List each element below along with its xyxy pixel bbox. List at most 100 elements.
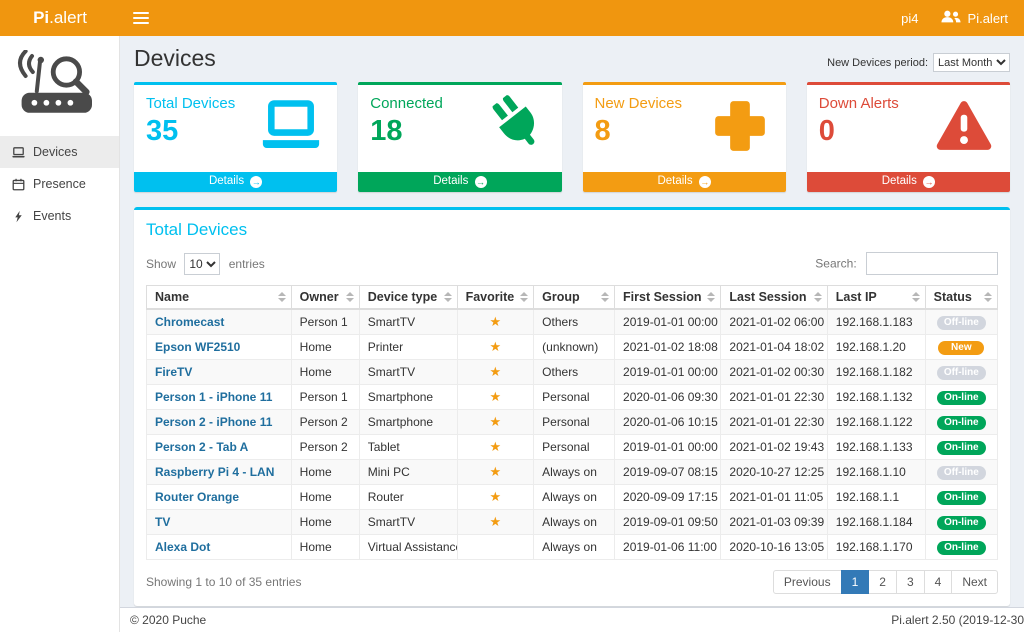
device-type: Printer bbox=[358, 334, 458, 360]
sort-icon bbox=[707, 292, 716, 302]
hostname-label: pi4 bbox=[901, 10, 919, 26]
device-row[interactable]: Person 1 - iPhone 11 Person 1 Smartphone ★ P… bbox=[146, 384, 999, 410]
status-badge: On-line bbox=[937, 391, 986, 405]
device-name[interactable]: Chromecast bbox=[146, 308, 292, 335]
device-group: Always on bbox=[533, 509, 616, 535]
table-footer: Showing 1 to 10 of 35 entries Previous 1 2… bbox=[146, 570, 998, 594]
device-favorite: ★ bbox=[456, 509, 535, 535]
period-select[interactable]: Last Month bbox=[933, 53, 1010, 72]
infobox-label: New Devices bbox=[594, 95, 683, 112]
sort-icon bbox=[277, 292, 286, 302]
column-header-status[interactable]: Status bbox=[924, 285, 999, 310]
device-name[interactable]: Alexa Dot bbox=[146, 534, 292, 560]
page-title: Devices bbox=[134, 45, 216, 71]
page-button-1[interactable]: 1 bbox=[840, 570, 870, 594]
page-button-4[interactable]: 4 bbox=[923, 570, 953, 594]
column-header-group[interactable]: Group bbox=[533, 285, 616, 310]
arrow-circle-right-icon: → bbox=[474, 176, 487, 188]
table-body: Chromecast Person 1 SmartTV ★ Others 2019-01-… bbox=[146, 308, 999, 560]
device-row[interactable]: FireTV Home SmartTV ★ Others 2019-01-01 00:00… bbox=[146, 359, 999, 385]
device-type: Router bbox=[358, 484, 458, 510]
status-badge: Off-line bbox=[936, 466, 986, 480]
plus-icon bbox=[710, 96, 770, 156]
device-row[interactable]: Alexa Dot Home Virtual Assistance Always on… bbox=[146, 534, 999, 560]
infobox-details-link[interactable]: Details → bbox=[806, 172, 1010, 192]
device-status: New bbox=[924, 334, 999, 360]
device-first-session: 2019-09-07 08:15 bbox=[614, 459, 722, 485]
device-row[interactable]: Chromecast Person 1 SmartTV ★ Others 2019-01-… bbox=[146, 308, 999, 335]
device-name[interactable]: Person 2 - Tab A bbox=[146, 434, 292, 460]
page-button-3[interactable]: 3 bbox=[895, 570, 925, 594]
search-input[interactable] bbox=[866, 252, 998, 275]
panel-title: Total Devices bbox=[146, 220, 248, 239]
navbar-right: pi4 Pi.alert bbox=[901, 0, 1024, 36]
device-name[interactable]: Person 2 - iPhone 11 bbox=[146, 409, 292, 435]
device-row[interactable]: Raspberry Pi 4 - LAN Home Mini PC ★ Always o… bbox=[146, 459, 999, 485]
warning-icon bbox=[934, 96, 994, 156]
sort-icon bbox=[984, 292, 992, 302]
device-name[interactable]: TV bbox=[146, 509, 292, 535]
brand-rest: .alert bbox=[49, 8, 87, 27]
device-first-session: 2021-01-02 18:08 bbox=[614, 334, 722, 360]
device-name[interactable]: FireTV bbox=[146, 359, 292, 385]
calendar-icon bbox=[12, 178, 25, 191]
infobox-details-link[interactable]: Details → bbox=[358, 172, 562, 192]
device-row[interactable]: Router Orange Home Router ★ Always on 2020-09… bbox=[146, 484, 999, 510]
device-name[interactable]: Person 1 - iPhone 11 bbox=[146, 384, 292, 410]
infobox-details-link[interactable]: Details → bbox=[582, 172, 786, 192]
star-icon: ★ bbox=[489, 439, 502, 454]
device-owner: Person 1 bbox=[290, 384, 360, 410]
user-menu[interactable]: Pi.alert bbox=[937, 0, 1012, 36]
device-row[interactable]: Person 2 - Tab A Person 2 Tablet ★ Personal 2… bbox=[146, 434, 999, 460]
column-header-name[interactable]: Name bbox=[146, 285, 292, 310]
device-row[interactable]: TV Home SmartTV ★ Always on 2019-09-01 09:50 2… bbox=[146, 509, 999, 535]
device-type: Tablet bbox=[358, 434, 458, 460]
arrow-circle-right-icon: → bbox=[250, 176, 263, 188]
device-row[interactable]: Epson WF2510 Home Printer ★ (unknown) 2021-01… bbox=[146, 334, 999, 360]
device-owner: Home bbox=[290, 459, 360, 485]
top-navbar: Pi .alert pi4 Pi.alert bbox=[0, 0, 1024, 36]
new-devices-period-control: New Devices period: Last Month bbox=[827, 53, 1010, 72]
sidebar-item-presence[interactable]: Presence bbox=[0, 168, 119, 200]
column-header-first-session[interactable]: First Session bbox=[614, 285, 722, 310]
pagination: Previous 1 2 3 4 Next bbox=[772, 570, 998, 594]
device-favorite: ★ bbox=[456, 484, 535, 510]
sidebar-toggle-button[interactable] bbox=[120, 0, 162, 36]
devices-table-panel: Total Devices Show 10 entries Search: Na… bbox=[134, 207, 1010, 606]
column-header-device-type[interactable]: Device type bbox=[358, 285, 458, 310]
sort-icon bbox=[601, 292, 610, 302]
page-button-next[interactable]: Next bbox=[951, 570, 998, 594]
page-button-2[interactable]: 2 bbox=[868, 570, 897, 594]
infobox-value: 8 bbox=[594, 115, 611, 147]
infobox-details-link[interactable]: Details → bbox=[134, 172, 338, 192]
sidebar-item-label: Events bbox=[33, 209, 72, 223]
page-length-select[interactable]: 10 bbox=[184, 252, 221, 275]
device-row[interactable]: Person 2 - iPhone 11 Person 2 Smartphone ★ P… bbox=[146, 409, 999, 435]
device-group: Personal bbox=[533, 409, 616, 435]
column-header-last-ip[interactable]: Last IP bbox=[826, 285, 926, 310]
infobox-total-devices: Total Devices 35 Details → bbox=[134, 82, 338, 192]
device-name[interactable]: Router Orange bbox=[146, 484, 292, 510]
device-status: On-line bbox=[924, 534, 999, 560]
sidebar-item-devices[interactable]: Devices bbox=[0, 136, 119, 168]
column-header-favorite[interactable]: Favorite bbox=[456, 285, 535, 310]
device-name[interactable]: Raspberry Pi 4 - LAN bbox=[146, 459, 292, 485]
page-length-control: Show 10 entries bbox=[146, 252, 265, 275]
column-header-owner[interactable]: Owner bbox=[290, 285, 360, 310]
arrow-circle-right-icon: → bbox=[698, 176, 711, 188]
device-first-session: 2020-09-09 17:15 bbox=[614, 484, 722, 510]
device-type: Smartphone bbox=[358, 409, 458, 435]
device-status: On-line bbox=[924, 484, 999, 510]
device-group: Always on bbox=[533, 459, 616, 485]
sidebar-item-events[interactable]: Events bbox=[0, 200, 119, 232]
device-type: SmartTV bbox=[358, 308, 458, 335]
star-icon: ★ bbox=[489, 314, 502, 329]
page-button-previous[interactable]: Previous bbox=[772, 570, 842, 594]
brand-logo[interactable]: Pi .alert bbox=[0, 0, 120, 36]
sort-icon bbox=[911, 292, 920, 302]
device-first-session: 2019-09-01 09:50 bbox=[614, 509, 722, 535]
device-name[interactable]: Epson WF2510 bbox=[146, 334, 292, 360]
column-header-last-session[interactable]: Last Session bbox=[720, 285, 828, 310]
device-last-session: 2021-01-02 19:43 bbox=[720, 434, 828, 460]
device-favorite: ★ bbox=[456, 434, 535, 460]
